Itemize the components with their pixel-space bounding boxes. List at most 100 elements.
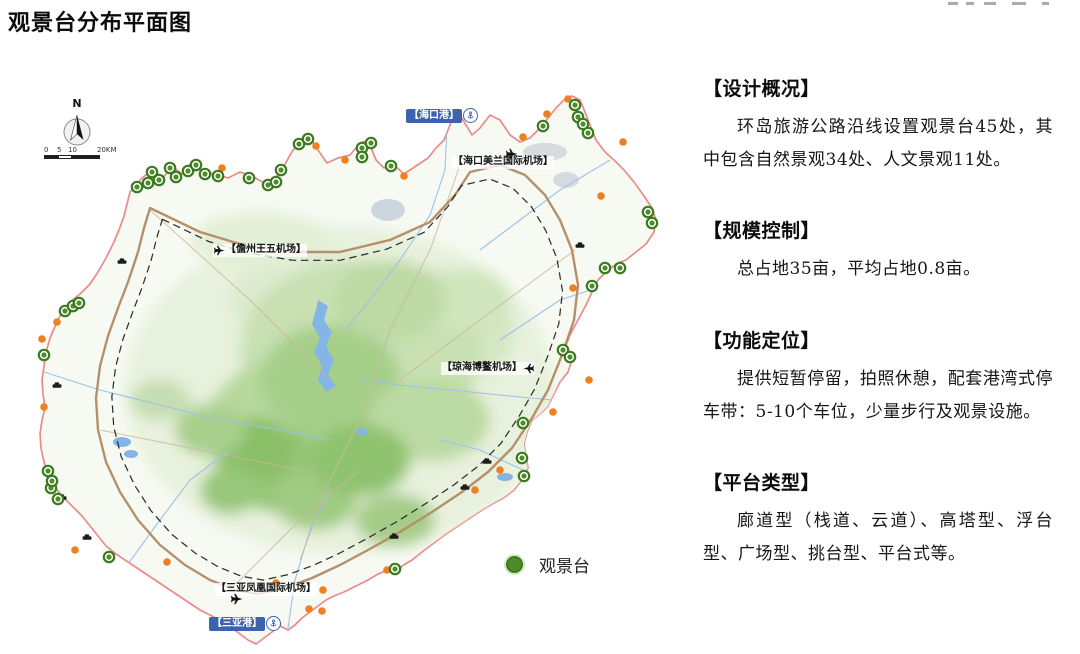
node-marker: [400, 172, 408, 180]
viewpoint-marker: [152, 173, 166, 187]
viewpoint-marker: [536, 119, 550, 133]
node-marker: [218, 164, 226, 172]
airplane-icon: [231, 593, 243, 605]
sanya-port-text: 【三亚港】: [209, 616, 265, 631]
node-marker: [471, 486, 479, 494]
section-body: 总占地35亩，平均占地0.8亩。: [737, 259, 981, 280]
car-icon: [117, 258, 127, 264]
node-marker: [305, 605, 313, 613]
rivers-layer: [43, 127, 611, 629]
viewpoint-marker: [364, 136, 378, 150]
page-title: 观景台分布平面图: [8, 11, 193, 36]
viewpoint-marker: [145, 165, 159, 179]
viewpoint-marker: [585, 279, 599, 293]
viewpoint-marker: [181, 164, 195, 178]
car-icon: [575, 242, 585, 248]
section-function-positioning: 【功能定位】 提供短暂停留，拍照休憩，配套港湾式停车带：5-10个车位，少量步行…: [703, 326, 1053, 428]
viewpoint-marker: [41, 464, 55, 478]
viewpoint-marker: [141, 176, 155, 190]
viewpoint-marker: [301, 132, 315, 146]
viewpoint-marker: [598, 261, 612, 275]
viewpoint-marker: [242, 171, 256, 185]
section-heading: 【规模控制】: [703, 220, 821, 243]
hainan-map: N 0 5 10 20KM 【海口港】 【三亚港】: [0, 60, 700, 654]
node-marker: [597, 192, 605, 200]
car-icon: [482, 458, 492, 464]
viewpoint-marker: [645, 216, 659, 230]
compass-north-arrow: N: [63, 97, 91, 146]
node-marker: [549, 408, 557, 416]
label-danzhou-airport: 【儋州王五机场】: [213, 244, 307, 257]
viewpoint-marker: [568, 98, 582, 112]
airplane-icon: [506, 148, 518, 160]
anchor-icon: [266, 616, 281, 631]
section-body: 提供短暂停留，拍照休憩，配套港湾式停车带：5-10个车位，少量步行及观景设施。: [703, 368, 1053, 422]
label-sanya-port: 【三亚港】: [209, 616, 281, 631]
section-heading: 【设计概况】: [703, 78, 821, 100]
car-icon: [460, 484, 470, 490]
viewpoint-marker: [45, 474, 59, 488]
node-marker: [543, 110, 551, 118]
qionghai-airport-text: 【琼海博鳌机场】: [442, 362, 522, 373]
node-marker: [319, 586, 327, 594]
clipped-header-fragment: [984, 2, 996, 5]
viewpoint-marker: [211, 169, 225, 183]
viewpoint-marker: [51, 492, 65, 506]
node-marker: [564, 95, 572, 103]
anchor-icon: [463, 108, 478, 123]
node-marker: [163, 558, 171, 566]
viewpoint-markers-layer: [37, 98, 659, 576]
section-heading: 【功能定位】: [703, 329, 821, 352]
airplane-icon: [523, 363, 534, 374]
meilan-airport-text: 【海口美兰国际机场】: [453, 156, 553, 167]
viewpoint-marker: [274, 163, 288, 177]
scale-bar-segments: [44, 155, 100, 159]
viewpoint-marker: [102, 550, 116, 564]
clipped-header-fragment: [948, 2, 958, 5]
danzhou-airport-text: 【儋州王五机场】: [226, 244, 306, 255]
section-scale-control: 【规模控制】 总占地35亩，平均占地0.8亩。: [703, 216, 1053, 286]
map-canvas: [37, 95, 659, 645]
viewpoint-marker: [563, 350, 577, 364]
viewpoint-marker: [130, 180, 144, 194]
car-icon: [389, 533, 399, 539]
node-marker: [38, 335, 46, 343]
airplane-icon: [214, 245, 225, 256]
map-scale-bar: 0 5 10 20KM: [44, 146, 140, 159]
node-marker: [519, 133, 527, 141]
scale-tick: 20KM: [97, 146, 117, 154]
clipped-header-fragment: [966, 2, 974, 5]
viewpoint-marker: [37, 348, 51, 362]
viewpoint-marker: [613, 261, 627, 275]
haikou-port-text: 【海口港】: [406, 108, 462, 123]
node-marker: [585, 376, 593, 384]
viewpoint-legend-icon: [506, 556, 523, 573]
viewpoint-marker: [581, 126, 595, 140]
node-marker: [53, 318, 61, 326]
viewpoint-marker: [189, 158, 203, 172]
section-heading: 【平台类型】: [703, 472, 821, 495]
legend-label: 观景台: [539, 557, 590, 577]
node-marker: [71, 546, 79, 554]
section-body: 廊道型（栈道、云道）、高塔型、浮台型、广场型、挑台型、平台式等。: [703, 511, 1053, 564]
viewpoint-marker: [515, 451, 529, 465]
railway-line: [111, 178, 564, 581]
node-marker: [318, 607, 326, 615]
viewpoint-marker: [384, 159, 398, 173]
sanya-airport-text: 【三亚凤凰国际机场】: [216, 583, 316, 594]
label-haikou-port: 【海口港】: [406, 108, 478, 123]
scale-tick: 0: [44, 146, 49, 154]
compass-n-label: N: [72, 97, 81, 110]
viewpoint-marker: [72, 296, 86, 310]
viewpoint-marker: [517, 469, 531, 483]
section-body: 环岛旅游公路沿线设置观景台45处，其中包含自然景观34处、人文景观11处。: [703, 117, 1053, 170]
section-design-overview: 【设计概况】 环岛旅游公路沿线设置观景台45处，其中包含自然景观34处、人文景观…: [703, 74, 1053, 176]
lakes-layer: [113, 300, 513, 481]
info-panel: 【设计概况】 环岛旅游公路沿线设置观景台45处，其中包含自然景观34处、人文景观…: [703, 74, 1053, 610]
label-sanya-airport: 【三亚凤凰国际机场】: [215, 583, 317, 596]
section-platform-types: 【平台类型】 廊道型（栈道、云道）、高塔型、浮台型、广场型、挑台型、平台式等。: [703, 468, 1053, 570]
viewpoint-marker: [388, 562, 402, 576]
viewpoint-marker: [355, 150, 369, 164]
secondary-roads-layer: [99, 164, 576, 591]
viewpoint-marker: [198, 167, 212, 181]
